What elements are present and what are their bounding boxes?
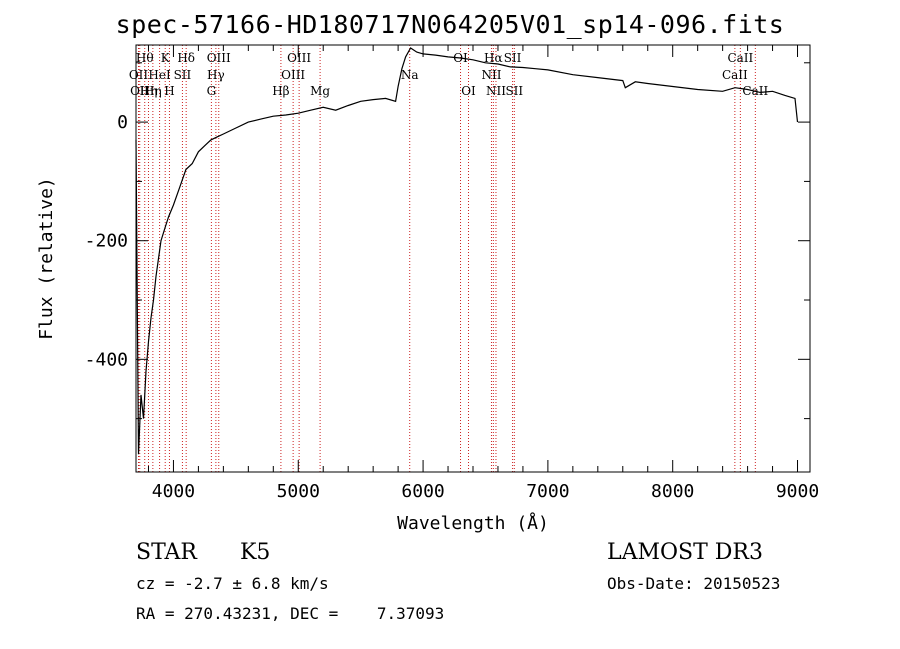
- axis-ticks: [136, 45, 810, 472]
- plot-frame: [135, 44, 811, 473]
- line-label-Hη: Hη: [144, 84, 162, 98]
- line-label-NII: NII: [486, 84, 506, 98]
- line-label-OIII: OIII: [281, 68, 305, 82]
- line-label-Hγ: Hγ: [207, 68, 225, 82]
- object-subclass: K5: [240, 540, 271, 565]
- line-label-CaII: CaII: [742, 84, 768, 98]
- line-label-Na: Na: [401, 68, 419, 82]
- x-tick-label: 4000: [152, 481, 195, 502]
- line-label-Hδ: Hδ: [177, 51, 195, 65]
- y-tick-label: -400: [85, 349, 128, 370]
- object-class: STAR: [136, 540, 197, 565]
- y-tick-label: 0: [117, 112, 128, 133]
- line-label-G: G: [207, 84, 217, 98]
- line-label-K: K: [161, 51, 171, 65]
- line-label-Hθ: Hθ: [136, 51, 154, 65]
- line-label-NII: NII: [481, 68, 501, 82]
- line-label-Hη: Hη: [140, 84, 158, 98]
- obs-date: Obs-Date: 20150523: [607, 574, 781, 593]
- spectrum-line: [135, 47, 799, 455]
- ra-dec-text: RA = 270.43231, DEC = 7.37093: [136, 604, 445, 623]
- line-label-OI: OI: [453, 51, 468, 65]
- line-label-SII: SII: [504, 51, 522, 65]
- chart-title: spec-57166-HD180717N064205V01_sp14-096.f…: [115, 10, 785, 39]
- redshift-text: cz = -2.7 ± 6.8 km/s: [136, 574, 329, 593]
- x-axis-label: Wavelength (Å): [397, 512, 549, 534]
- line-label-OI: OI: [461, 84, 476, 98]
- line-label-SII: SII: [174, 68, 192, 82]
- line-label-Mg: Mg: [310, 84, 330, 98]
- x-tick-label: 9000: [776, 481, 819, 502]
- x-tick-label: 6000: [401, 481, 444, 502]
- emission-line-markers: [137, 45, 756, 472]
- y-axis-label: Flux (relative): [36, 177, 57, 340]
- line-label-Hα: Hα: [484, 51, 503, 65]
- line-label-SII: SII: [505, 84, 523, 98]
- survey-name: LAMOST DR3: [607, 540, 763, 565]
- line-labels: OIIOIIHθHηHηHeIKHSIIHδGHγOIIIHβOIIIOIIIM…: [129, 51, 769, 98]
- y-tick-label: -200: [85, 231, 128, 252]
- line-label-OIII: OIII: [207, 51, 231, 65]
- line-label-Hβ: Hβ: [272, 84, 289, 98]
- line-label-H: H: [164, 84, 174, 98]
- x-tick-label: 7000: [526, 481, 569, 502]
- line-label-CaII: CaII: [722, 68, 748, 82]
- line-label-OIII: OIII: [287, 51, 311, 65]
- spectrum-series: [135, 47, 799, 455]
- x-tick-label: 5000: [277, 481, 320, 502]
- line-label-OII: OII: [130, 84, 150, 98]
- line-label-CaII: CaII: [727, 51, 753, 65]
- tick-labels: 4000 5000 6000 7000 8000 9000 0 -200 -400: [85, 112, 820, 502]
- line-label-HeI: HeI: [148, 68, 171, 82]
- x-tick-label: 8000: [651, 481, 694, 502]
- line-label-OII: OII: [129, 68, 149, 82]
